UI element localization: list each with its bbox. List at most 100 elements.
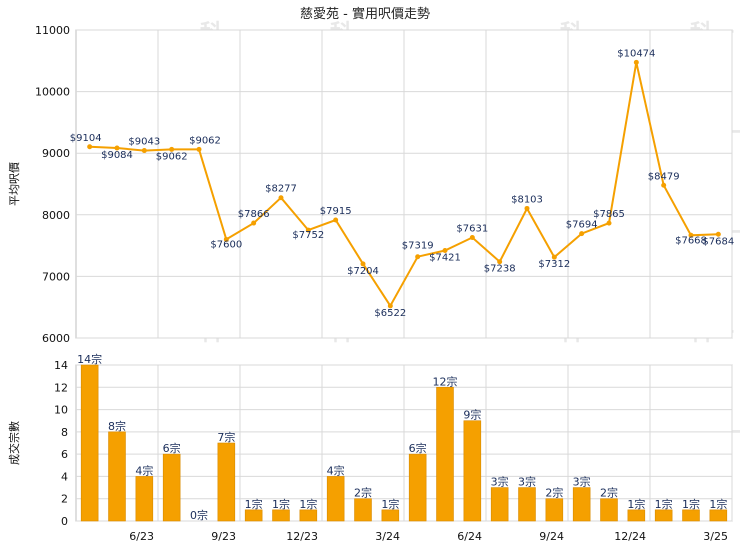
price-data-label: $7915 xyxy=(320,206,352,217)
deal-count-label: 6宗 xyxy=(409,441,427,455)
price-point xyxy=(442,247,448,253)
price-point xyxy=(360,261,366,267)
deal-bar xyxy=(682,509,700,522)
deal-count-label: 1宗 xyxy=(627,497,645,511)
price-point xyxy=(251,220,257,226)
deal-count-label: 3宗 xyxy=(491,475,509,489)
deal-count-label: 1宗 xyxy=(272,497,290,511)
x-tick-label: 12/24 xyxy=(614,530,646,543)
x-tick-label: 6/23 xyxy=(129,530,154,543)
line-y-axis-label: 平均呎價 xyxy=(7,162,21,206)
bar-y-tick-label: 6 xyxy=(61,448,68,461)
deal-count-label: 2宗 xyxy=(545,486,563,500)
deal-count-label: 8宗 xyxy=(108,419,126,433)
line-y-tick-label: 9000 xyxy=(42,147,70,160)
deal-count-label: 6宗 xyxy=(163,441,181,455)
deal-bar xyxy=(545,498,564,522)
deal-bar xyxy=(600,498,618,522)
deal-count-label: 2宗 xyxy=(354,486,372,500)
price-point xyxy=(715,231,721,237)
deal-bar xyxy=(80,364,99,522)
deal-bar xyxy=(244,509,263,522)
x-tick-label: 6/24 xyxy=(457,530,482,543)
deal-bar xyxy=(408,453,427,522)
deal-bar xyxy=(490,487,509,522)
price-data-label: $7684 xyxy=(702,236,734,247)
deal-count-label: 0宗 xyxy=(190,508,208,522)
deal-count-label: 9宗 xyxy=(463,408,481,422)
line-y-tick-label: 7000 xyxy=(42,270,70,283)
price-data-label: $7204 xyxy=(347,266,379,277)
deal-bar xyxy=(217,442,236,522)
x-tick-label: 3/24 xyxy=(375,530,400,543)
deal-count-label: 7宗 xyxy=(217,430,235,444)
bar-y-tick-label: 2 xyxy=(61,493,68,506)
deal-bar xyxy=(135,476,154,522)
bar-y-tick-label: 12 xyxy=(54,381,68,394)
deal-bar xyxy=(436,386,454,522)
line-y-tick-label: 6000 xyxy=(42,332,70,345)
deal-bar xyxy=(162,453,181,522)
bar-y-axis-label: 成交宗數 xyxy=(7,421,21,465)
price-point xyxy=(387,303,393,309)
deal-bar xyxy=(108,431,126,522)
price-point xyxy=(688,232,694,238)
deal-count-label: 3宗 xyxy=(518,475,536,489)
price-data-label: $7238 xyxy=(484,264,516,275)
deal-count-label: 2宗 xyxy=(600,486,618,500)
price-point xyxy=(606,220,612,226)
price-data-label: $9043 xyxy=(128,137,160,148)
line-y-tick-label: 8000 xyxy=(42,209,70,222)
price-series-line xyxy=(89,62,719,308)
price-point xyxy=(333,217,339,223)
price-data-label: $8103 xyxy=(511,194,543,205)
x-tick-label: 9/23 xyxy=(211,530,236,543)
x-tick-label: 3/25 xyxy=(703,530,728,543)
deal-count-label: 1宗 xyxy=(381,497,399,511)
deal-count-label: 14宗 xyxy=(77,352,102,366)
price-data-label: $10474 xyxy=(617,48,655,59)
price-data-label: $7668 xyxy=(675,235,707,246)
price-point xyxy=(87,144,93,150)
deal-count-label: 1宗 xyxy=(655,497,673,511)
price-data-label: $9084 xyxy=(101,150,133,161)
deal-bar xyxy=(572,487,591,522)
price-data-label: $7865 xyxy=(593,209,625,220)
price-point xyxy=(169,146,175,152)
price-point xyxy=(223,236,229,242)
deal-bar xyxy=(354,498,372,522)
price-point xyxy=(661,182,667,188)
bar-y-tick-label: 0 xyxy=(61,515,68,528)
price-data-label: $7866 xyxy=(238,209,270,220)
deal-bar xyxy=(381,509,400,522)
deal-count-label: 1宗 xyxy=(299,497,317,511)
line-y-tick-label: 11000 xyxy=(35,24,70,37)
deal-bar xyxy=(654,509,673,522)
chart-title: 慈愛苑 - 實用呎價走勢 xyxy=(300,6,430,22)
price-data-label: $7631 xyxy=(456,224,488,235)
deal-count-label: 1宗 xyxy=(709,497,727,511)
bar-y-tick-label: 8 xyxy=(61,426,68,439)
line-y-tick-label: 10000 xyxy=(35,86,70,99)
deal-count-label: 1宗 xyxy=(682,497,700,511)
price-data-label: $7421 xyxy=(429,252,461,263)
bar-panel: 0 2 4 6 8 10 12 14 成交宗數 14宗 8宗 4宗 6宗 0宗 7宗 1宗 1宗 1宗 4宗 2宗 1宗… xyxy=(7,352,733,543)
deal-bar xyxy=(709,509,728,522)
deal-bar xyxy=(627,509,646,522)
price-point xyxy=(114,145,120,151)
price-point xyxy=(633,59,639,65)
deal-count-label: 1宗 xyxy=(245,497,263,511)
bar-y-tick-label: 14 xyxy=(54,359,68,372)
x-tick-label: 12/23 xyxy=(286,530,318,543)
price-data-label: $9104 xyxy=(70,133,102,144)
price-data-label: $9062 xyxy=(156,151,188,162)
price-point xyxy=(305,227,311,233)
price-data-label: $8277 xyxy=(265,184,297,195)
price-point xyxy=(278,195,284,201)
bar-y-tick-label: 10 xyxy=(54,404,68,417)
price-point xyxy=(141,148,147,154)
deal-bar xyxy=(299,509,318,522)
price-point xyxy=(497,259,503,265)
price-data-label: $7319 xyxy=(402,241,434,252)
